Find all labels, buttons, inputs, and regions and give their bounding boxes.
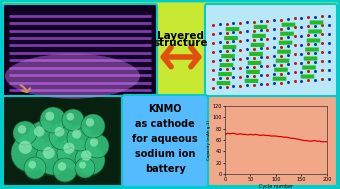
Circle shape [66,113,74,121]
Circle shape [40,107,66,133]
FancyBboxPatch shape [205,96,337,186]
Circle shape [86,118,94,127]
Circle shape [55,127,64,137]
FancyBboxPatch shape [221,54,235,58]
Circle shape [18,125,26,134]
Text: Layered: Layered [157,31,204,41]
Circle shape [28,123,58,153]
Circle shape [62,109,84,131]
Circle shape [63,143,74,154]
FancyBboxPatch shape [226,27,239,31]
Circle shape [75,147,105,177]
Text: structure: structure [154,38,208,48]
Circle shape [72,129,81,139]
FancyBboxPatch shape [279,41,292,45]
Circle shape [19,141,32,154]
Circle shape [79,161,86,169]
FancyBboxPatch shape [254,25,267,29]
Circle shape [24,159,46,181]
Circle shape [53,158,77,182]
Circle shape [49,124,77,152]
FancyBboxPatch shape [248,61,261,65]
FancyBboxPatch shape [220,63,233,67]
Circle shape [11,134,49,172]
FancyBboxPatch shape [301,74,314,79]
Circle shape [81,116,105,140]
Circle shape [36,143,70,177]
Circle shape [34,126,45,137]
Circle shape [43,147,55,159]
Circle shape [67,127,93,153]
FancyBboxPatch shape [245,79,258,83]
FancyBboxPatch shape [273,77,286,81]
FancyBboxPatch shape [310,20,323,25]
Y-axis label: Capacity (mAh g-1): Capacity (mAh g-1) [207,120,211,160]
FancyBboxPatch shape [217,81,230,85]
FancyBboxPatch shape [307,38,320,43]
FancyBboxPatch shape [304,57,317,60]
Circle shape [57,139,89,171]
Circle shape [29,161,36,169]
Text: KNMO
as cathode
for aqueous
sodium ion
battery: KNMO as cathode for aqueous sodium ion b… [132,104,198,174]
Circle shape [45,112,54,121]
FancyBboxPatch shape [223,45,236,49]
Circle shape [90,138,98,147]
FancyBboxPatch shape [246,70,260,74]
FancyBboxPatch shape [280,32,294,36]
Circle shape [24,157,46,179]
FancyBboxPatch shape [302,65,316,70]
FancyBboxPatch shape [249,52,263,56]
Circle shape [49,122,77,150]
Circle shape [75,158,95,178]
Circle shape [62,111,84,133]
Circle shape [13,123,37,147]
Circle shape [75,145,105,175]
FancyBboxPatch shape [252,34,266,38]
Circle shape [28,121,58,151]
FancyBboxPatch shape [251,43,264,47]
Circle shape [85,134,109,158]
Ellipse shape [5,54,140,99]
FancyBboxPatch shape [3,96,125,186]
Circle shape [11,136,49,174]
FancyBboxPatch shape [276,59,289,63]
FancyBboxPatch shape [282,23,295,27]
X-axis label: Cycle number: Cycle number [259,184,293,189]
FancyBboxPatch shape [218,72,232,76]
FancyBboxPatch shape [308,29,322,34]
Circle shape [81,114,105,138]
Circle shape [53,160,77,184]
FancyBboxPatch shape [274,68,288,72]
Circle shape [75,160,95,180]
Circle shape [57,137,89,169]
FancyBboxPatch shape [0,93,128,189]
Circle shape [13,121,37,145]
Circle shape [81,150,91,161]
FancyBboxPatch shape [3,4,157,98]
FancyBboxPatch shape [122,95,208,187]
Circle shape [40,109,66,135]
Circle shape [67,125,93,151]
Circle shape [58,162,66,171]
Circle shape [36,141,70,175]
FancyBboxPatch shape [224,36,238,40]
FancyBboxPatch shape [305,47,319,52]
Circle shape [85,136,109,160]
FancyBboxPatch shape [205,4,337,98]
FancyBboxPatch shape [277,50,291,54]
